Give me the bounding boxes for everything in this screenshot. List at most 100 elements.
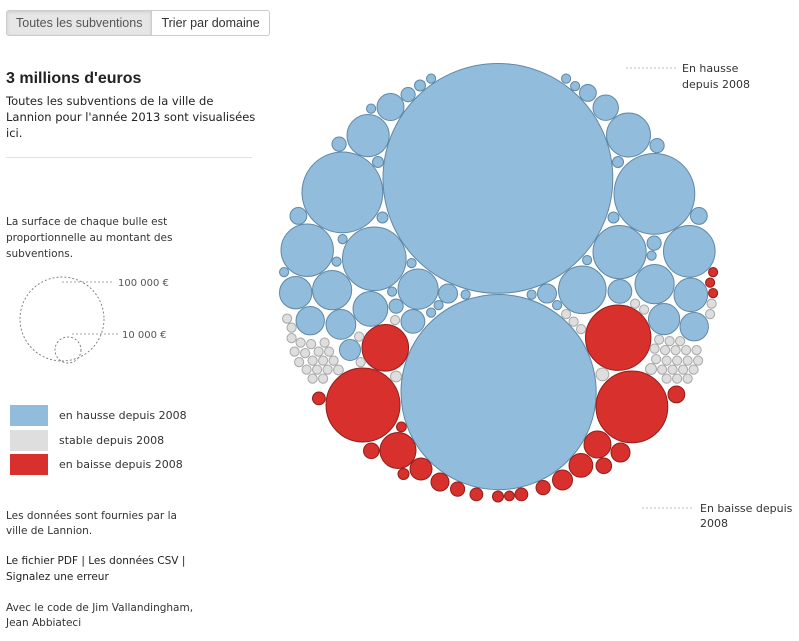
bubble-hausse[interactable]: [612, 156, 624, 168]
tab-sort-by-domain[interactable]: Trier par domaine: [152, 10, 270, 36]
bubble-stable[interactable]: [286, 333, 297, 344]
bubble-hausse[interactable]: [295, 306, 325, 336]
bubble-hausse[interactable]: [607, 279, 633, 304]
bubble-hausse[interactable]: [558, 265, 607, 315]
bubble-stable[interactable]: [672, 355, 683, 366]
bubble-stable[interactable]: [639, 304, 650, 315]
bubble-stable[interactable]: [576, 324, 587, 335]
bubble-stable[interactable]: [322, 364, 333, 375]
bubble-stable[interactable]: [301, 364, 312, 375]
bubble-stable[interactable]: [328, 355, 339, 366]
bubble-baisse[interactable]: [312, 391, 326, 406]
bubble-baisse[interactable]: [535, 480, 551, 496]
bubble-hausse[interactable]: [406, 258, 417, 269]
bubble-baisse[interactable]: [595, 457, 613, 475]
bubble-stable[interactable]: [300, 348, 311, 359]
bubble-baisse[interactable]: [705, 277, 716, 288]
bubble-hausse[interactable]: [649, 138, 665, 154]
bubble-baisse[interactable]: [595, 370, 669, 444]
bubble-stable[interactable]: [664, 336, 675, 347]
bubble-hausse[interactable]: [397, 268, 439, 310]
bubble-baisse[interactable]: [325, 367, 401, 443]
bubble-hausse[interactable]: [301, 151, 384, 234]
bubble-baisse[interactable]: [379, 432, 417, 469]
bubble-stable[interactable]: [654, 334, 665, 345]
bubble-stable[interactable]: [289, 346, 300, 357]
bubble-stable[interactable]: [670, 345, 681, 356]
bubble-hausse[interactable]: [342, 226, 407, 292]
bubble-stable[interactable]: [307, 373, 318, 384]
bubble-stable[interactable]: [678, 364, 689, 375]
bubble-stable[interactable]: [645, 363, 657, 375]
bubble-baisse[interactable]: [430, 472, 450, 492]
bubble-baisse[interactable]: [708, 267, 719, 278]
bubble-hausse[interactable]: [414, 79, 426, 92]
bubble-stable[interactable]: [651, 354, 662, 365]
bubble-baisse[interactable]: [363, 442, 380, 460]
bubble-stable[interactable]: [307, 355, 318, 366]
report-error-link[interactable]: Signalez une erreur: [6, 571, 109, 583]
bubble-stable[interactable]: [294, 357, 305, 368]
bubble-baisse[interactable]: [504, 490, 515, 502]
bubble-stable[interactable]: [681, 345, 692, 356]
bubble-stable[interactable]: [318, 373, 329, 384]
bubble-hausse[interactable]: [280, 223, 334, 277]
bubble-baisse[interactable]: [514, 487, 529, 502]
bubble-baisse[interactable]: [610, 442, 631, 463]
bubble-stable[interactable]: [333, 364, 344, 376]
bubble-stable[interactable]: [675, 336, 686, 347]
bubble-hausse[interactable]: [679, 312, 709, 342]
bubble-hausse[interactable]: [607, 211, 620, 224]
bubble-hausse[interactable]: [460, 289, 471, 300]
bubble-hausse[interactable]: [331, 136, 347, 152]
bubble-hausse[interactable]: [337, 234, 348, 245]
bubble-hausse[interactable]: [339, 339, 361, 361]
bubble-hausse[interactable]: [613, 152, 696, 235]
bubble-hausse[interactable]: [387, 286, 398, 297]
bubble-stable[interactable]: [661, 373, 672, 384]
bubble-stable[interactable]: [667, 364, 678, 375]
bubble-baisse[interactable]: [450, 481, 466, 497]
bubble-hausse[interactable]: [646, 235, 662, 251]
bubble-stable[interactable]: [295, 337, 306, 348]
bubble-stable[interactable]: [706, 298, 717, 309]
bubble-baisse[interactable]: [396, 421, 407, 433]
bubble-hausse[interactable]: [663, 225, 716, 278]
bubble-hausse[interactable]: [289, 207, 308, 225]
bubble-stable[interactable]: [354, 331, 365, 342]
bubble-stable[interactable]: [390, 370, 402, 383]
bubble-hausse[interactable]: [634, 264, 675, 305]
bubble-stable[interactable]: [568, 316, 579, 327]
bubble-baisse[interactable]: [397, 468, 410, 480]
bubble-baisse[interactable]: [585, 304, 652, 371]
bubble-hausse[interactable]: [592, 94, 619, 121]
bubble-hausse[interactable]: [426, 73, 437, 84]
bubble-stable[interactable]: [660, 345, 671, 356]
bubble-hausse[interactable]: [552, 300, 563, 311]
bubble-hausse[interactable]: [388, 298, 404, 314]
bubble-hausse[interactable]: [438, 283, 458, 304]
bubble-hausse[interactable]: [426, 307, 437, 318]
bubble-hausse[interactable]: [526, 289, 537, 300]
bubble-hausse[interactable]: [346, 114, 390, 158]
bubble-stable[interactable]: [649, 343, 660, 354]
bubble-stable[interactable]: [355, 357, 366, 368]
bubble-hausse[interactable]: [433, 300, 444, 311]
bubble-stable[interactable]: [705, 309, 716, 320]
csv-link[interactable]: Les données CSV: [88, 555, 179, 567]
bubble-stable[interactable]: [682, 355, 693, 366]
bubble-hausse[interactable]: [400, 294, 597, 491]
bubble-baisse[interactable]: [552, 469, 573, 491]
bubble-stable[interactable]: [630, 298, 641, 309]
bubble-hausse[interactable]: [279, 267, 290, 278]
bubble-stable[interactable]: [657, 364, 668, 375]
bubble-baisse[interactable]: [469, 487, 484, 502]
bubble-stable[interactable]: [318, 355, 329, 366]
bubble-hausse[interactable]: [579, 84, 597, 102]
bubble-hausse[interactable]: [582, 255, 593, 266]
bubble-hausse[interactable]: [648, 303, 681, 336]
bubble-hausse[interactable]: [537, 283, 557, 304]
bubble-stable[interactable]: [312, 364, 323, 375]
bubble-hausse[interactable]: [690, 207, 708, 225]
bubble-hausse[interactable]: [400, 309, 426, 334]
